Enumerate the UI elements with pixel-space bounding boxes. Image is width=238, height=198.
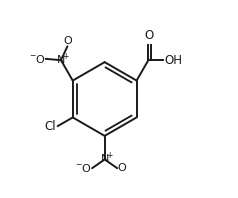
Text: OH: OH [164,54,182,67]
Text: +: + [62,52,69,61]
Text: Cl: Cl [45,120,56,133]
Text: O: O [63,36,72,46]
Text: $^{-}$O: $^{-}$O [75,162,92,174]
Text: O: O [145,29,154,42]
Text: +: + [106,151,112,160]
Text: N: N [57,55,65,65]
Text: O: O [117,163,126,173]
Text: N: N [100,154,109,164]
Text: $^{-}$O: $^{-}$O [29,53,46,65]
